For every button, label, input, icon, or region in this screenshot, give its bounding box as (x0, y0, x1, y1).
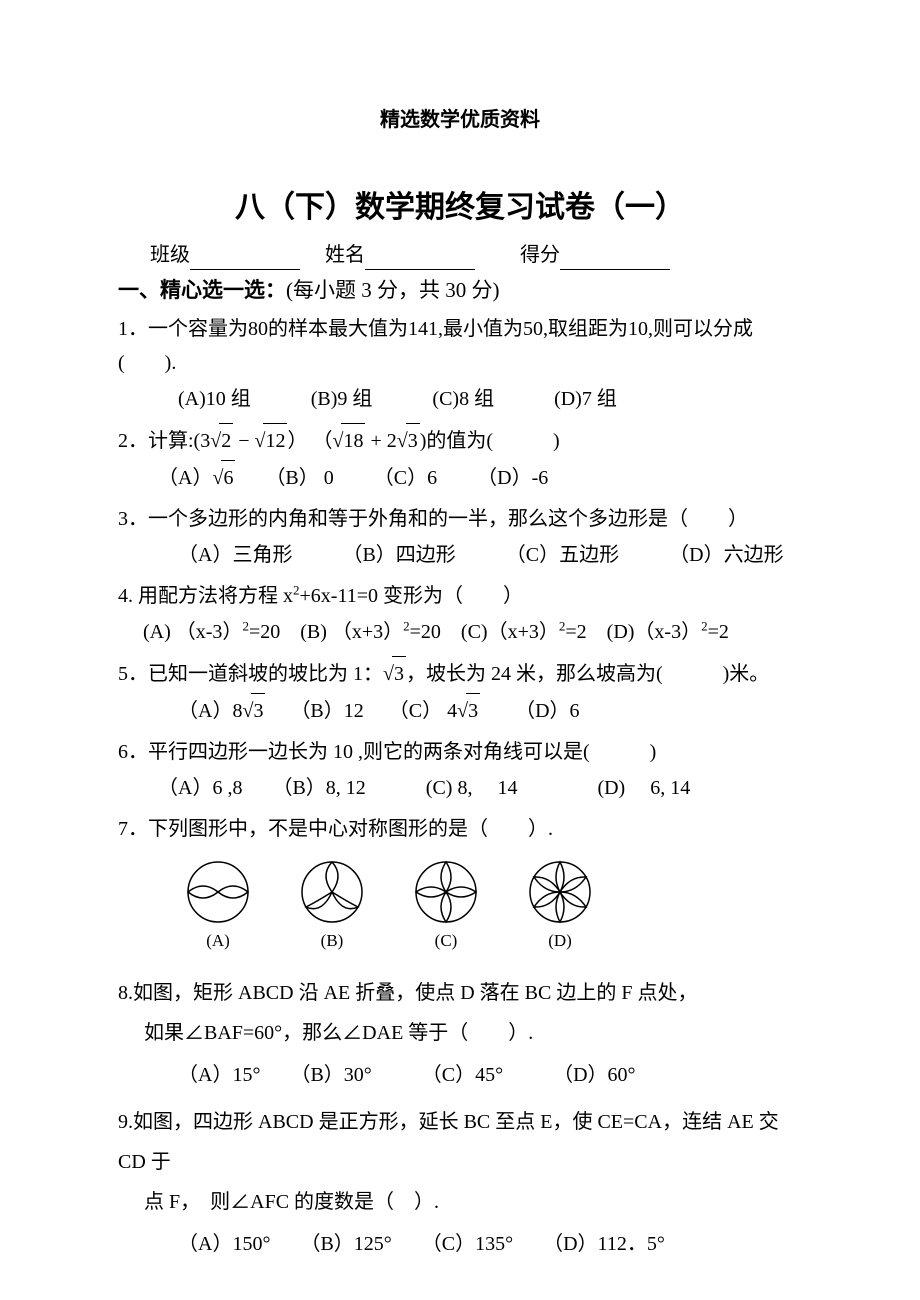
q8-line1: 8.如图，矩形 ABCD 沿 AE 折叠，使点 D 落在 BC 边上的 F 点处… (118, 973, 802, 1013)
figure-c-label: (C) (435, 927, 458, 956)
figure-c: (C) (414, 860, 478, 956)
q7-figures: (A) (B) (C) (118, 860, 802, 956)
question-3: 3．一个多边形的内角和等于外角和的一半，那么这个多边形是（ ） （A）三角形 （… (118, 502, 802, 572)
q9-line1: 9.如图，四边形 ABCD 是正方形，延长 BC 至点 E，使 CE=CA，连结… (118, 1102, 802, 1182)
q3-options: （A）三角形 （B）四边形 （C）五边形 （D）六边形 (118, 538, 802, 572)
question-8: 8.如图，矩形 ABCD 沿 AE 折叠，使点 D 落在 BC 边上的 F 点处… (118, 973, 802, 1095)
figure-b: (B) (300, 860, 364, 956)
q1-text: 1．一个容量为80的样本最大值为141,最小值为50,取组距为10,则可以分成(… (118, 312, 802, 380)
q6-text: 6．平行四边形一边长为 10 ,则它的两条对角线可以是( ) (118, 735, 802, 769)
q2-text: 2．计算:(3√2 − √12） （√18 + 2√3)的值为( ) (118, 423, 802, 458)
score-blank (560, 248, 670, 270)
q3-text: 3．一个多边形的内角和等于外角和的一半，那么这个多边形是（ ） (118, 502, 802, 536)
question-9: 9.如图，四边形 ABCD 是正方形，延长 BC 至点 E，使 CE=CA，连结… (118, 1102, 802, 1264)
shape-b-icon (300, 860, 364, 924)
figure-a-label: (A) (206, 927, 230, 956)
exam-title: 八（下）数学期终复习试卷（一） (118, 185, 802, 230)
q6-options: （A）6 ,8 （B）8, 12 (C) 8, 14 (D) 6, 14 (118, 771, 802, 805)
figure-b-label: (B) (321, 927, 344, 956)
q8-line2: 如果∠BAF=60°，那么∠DAE 等于（ ）. (118, 1013, 802, 1053)
sqrt-icon: √2 (210, 423, 233, 458)
doc-header: 精选数学优质资料 (118, 105, 802, 135)
name-label: 姓名 (325, 244, 365, 266)
section-1-rest: (每小题 3 分，共 30 分) (286, 278, 500, 302)
figure-d: (D) (528, 860, 592, 956)
sqrt-icon: √3 (383, 656, 406, 691)
sqrt-icon: √3 (457, 693, 480, 728)
student-info-line: 班级 姓名 得分 (118, 240, 802, 270)
question-4: 4. 用配方法将方程 x2+6x-11=0 变形为（ ） (A) （x-3）2=… (118, 579, 802, 649)
q4-text: 4. 用配方法将方程 x2+6x-11=0 变形为（ ） (118, 579, 802, 613)
q9-line2: 点 F， 则∠AFC 的度数是（ ）. (118, 1182, 802, 1222)
q9-options: （A）150° （B）125° （C）135° （D）112．5° (118, 1224, 802, 1264)
score-label: 得分 (520, 244, 560, 266)
sqrt-icon: √3 (397, 423, 420, 458)
class-blank (190, 248, 300, 270)
sqrt-icon: √12 (254, 423, 287, 458)
sqrt-icon: √18 (332, 423, 365, 458)
question-7: 7．下列图形中，不是中心对称图形的是（ ）. (A) (B) (118, 812, 802, 956)
sqrt-icon: √6 (212, 460, 235, 495)
figure-a: (A) (186, 860, 250, 956)
q1-options: (A)10 组 (B)9 组 (C)8 组 (D)7 组 (118, 382, 802, 416)
figure-d-label: (D) (548, 927, 572, 956)
class-label: 班级 (150, 244, 190, 266)
q7-text: 7．下列图形中，不是中心对称图形的是（ ）. (118, 812, 802, 846)
q4-options: (A) （x-3）2=20 (B) （x+3）2=20 (C)（x+3）2=2 … (118, 615, 802, 649)
q2-options: （A）√6 （B） 0 （C）6 （D）-6 (118, 460, 802, 495)
question-2: 2．计算:(3√2 − √12） （√18 + 2√3)的值为( ) （A）√6… (118, 423, 802, 495)
question-5: 5．已知一道斜坡的坡比为 1：√3，坡长为 24 米，那么坡高为( )米。 （A… (118, 656, 802, 728)
q8-options: （A）15° （B）30° （C）45° （D）60° (118, 1055, 802, 1095)
q5-text: 5．已知一道斜坡的坡比为 1：√3，坡长为 24 米，那么坡高为( )米。 (118, 656, 802, 691)
shape-a-icon (186, 860, 250, 924)
name-blank (365, 248, 475, 270)
question-1: 1．一个容量为80的样本最大值为141,最小值为50,取组距为10,则可以分成(… (118, 312, 802, 416)
section-1-bold: 一、精心选一选： (118, 278, 286, 302)
question-6: 6．平行四边形一边长为 10 ,则它的两条对角线可以是( ) （A）6 ,8 （… (118, 735, 802, 805)
shape-c-icon (414, 860, 478, 924)
q5-options: （A）8√3 （B）12 （C） 4√3 （D）6 (118, 693, 802, 728)
section-1-title: 一、精心选一选：(每小题 3 分，共 30 分) (118, 275, 802, 307)
shape-d-icon (528, 860, 592, 924)
sqrt-icon: √3 (242, 693, 265, 728)
